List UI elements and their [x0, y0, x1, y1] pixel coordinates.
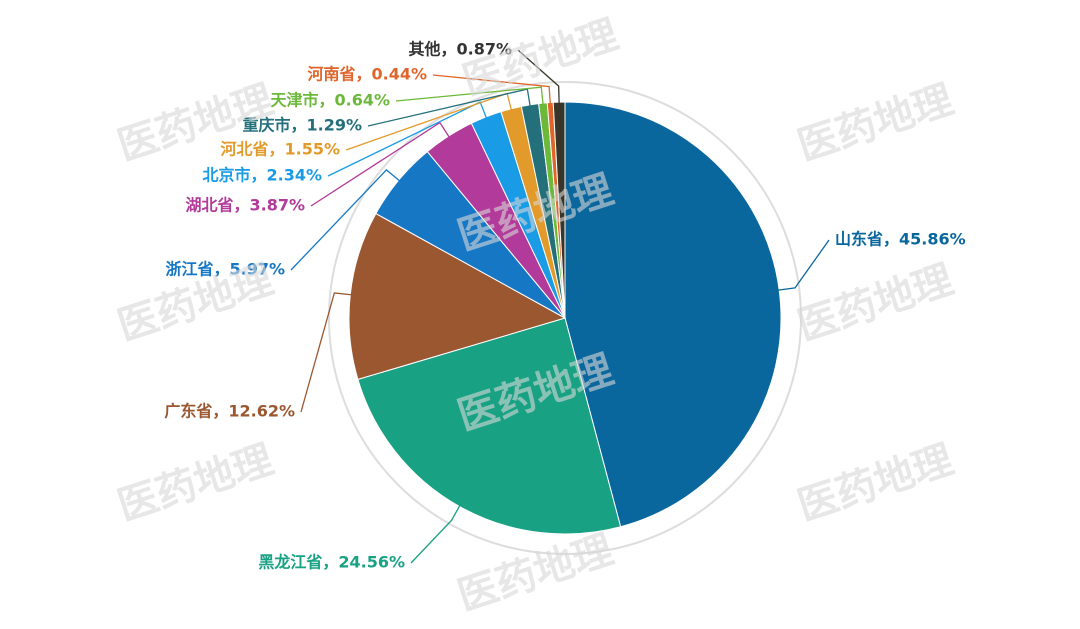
slice-label: 湖北省，3.87%: [185, 196, 305, 215]
leader-line: [410, 504, 461, 564]
slice-label: 其他，0.87%: [408, 40, 512, 59]
leader-line: [517, 49, 560, 105]
leader-line: [327, 101, 488, 177]
slice-label: 河南省，0.44%: [307, 65, 427, 84]
leader-line: [432, 74, 552, 105]
slice-label: 河北省，1.55%: [220, 140, 340, 159]
slice-label: 北京市，2.34%: [202, 166, 322, 185]
slice-label: 黑龙江省，24.56%: [258, 553, 405, 572]
leader-line: [395, 86, 544, 106]
slice-label: 山东省，45.86%: [835, 230, 966, 249]
watermark: 医药地理: [792, 257, 958, 350]
watermark: 医药地理: [792, 437, 958, 530]
leader-line: [300, 292, 353, 413]
slice-label: 广东省，12.62%: [164, 402, 295, 421]
watermark: 医药地理: [112, 437, 278, 530]
outer-ring: [328, 81, 802, 555]
leader-line: [290, 169, 401, 271]
watermark: 医药地理: [452, 527, 618, 620]
watermark: 医药地理: [792, 77, 958, 170]
slice-label: 天津市，0.64%: [270, 91, 390, 110]
leader-line: [777, 239, 830, 291]
leader-line: [310, 121, 451, 207]
slice-label: 重庆市，1.29%: [242, 116, 362, 135]
slice-label: 浙江省，5.97%: [165, 260, 285, 279]
watermark: 医药地理: [457, 12, 623, 105]
